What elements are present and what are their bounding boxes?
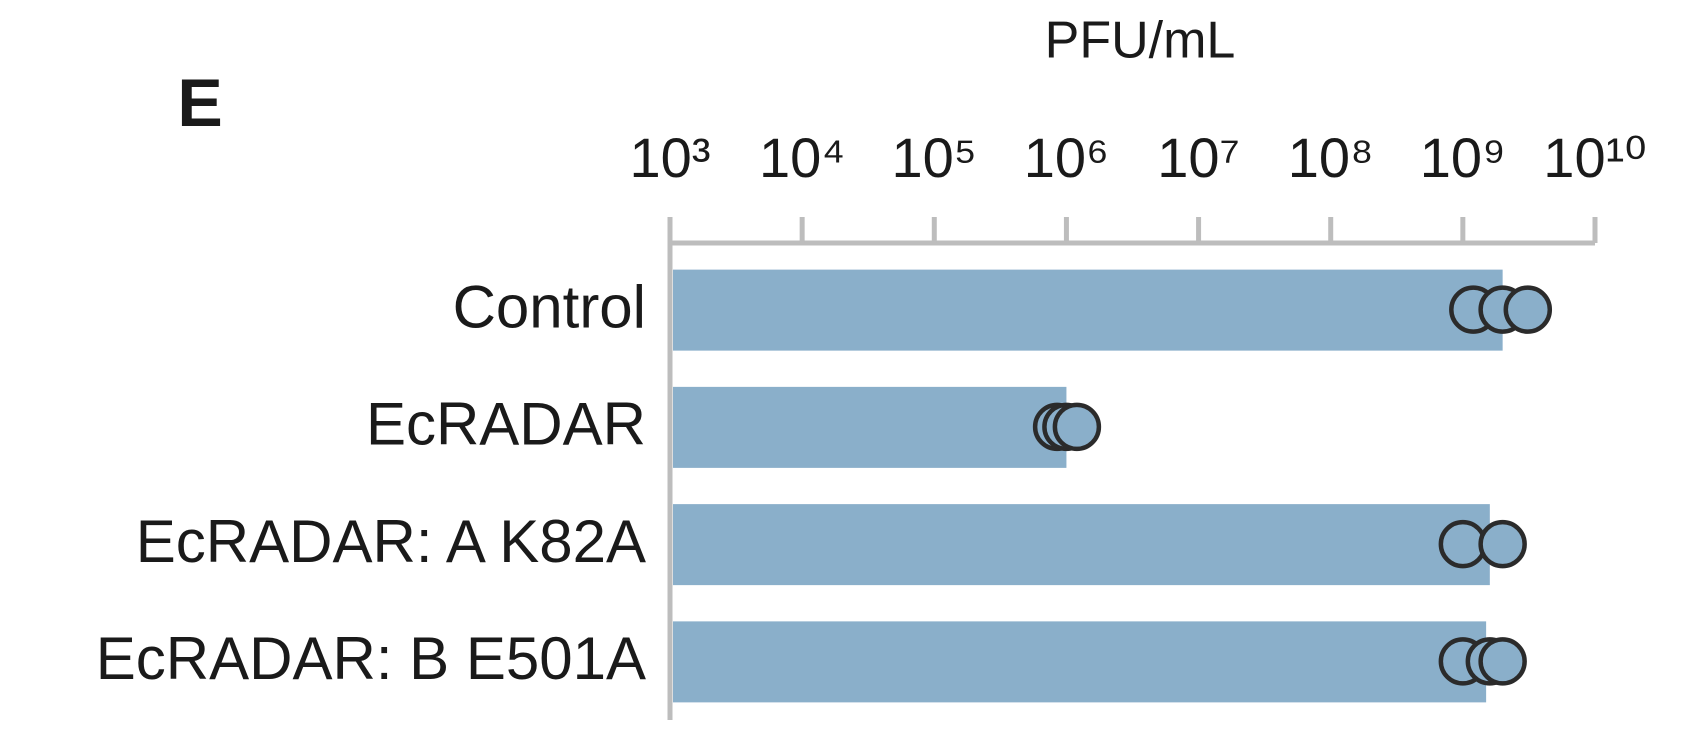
bar — [673, 269, 1503, 351]
x-tick-label: 10¹⁰ — [1543, 126, 1646, 189]
x-tick-label: 10⁷ — [1157, 126, 1240, 189]
x-tick-label: 10⁴ — [759, 126, 845, 189]
data-point — [1478, 637, 1527, 686]
panel-label: E — [177, 65, 222, 141]
x-tick-label: 10³ — [630, 126, 711, 189]
data-point — [1478, 519, 1527, 569]
x-tick-label: 10⁶ — [1024, 126, 1109, 189]
y-tick-label: Control — [453, 273, 646, 340]
bar — [673, 621, 1487, 703]
y-tick-label: EcRADAR: A K82A — [136, 508, 646, 575]
bar — [673, 504, 1490, 586]
data-point — [1052, 402, 1102, 452]
x-tick-label: 10⁵ — [892, 126, 978, 189]
data-point — [1438, 519, 1488, 569]
bar — [673, 386, 1067, 468]
x-tick-label: 10⁹ — [1420, 126, 1506, 189]
x-tick-label: 10⁸ — [1288, 126, 1374, 189]
y-tick-label: EcRADAR — [366, 391, 646, 458]
data-point — [1503, 285, 1553, 334]
y-tick-label: EcRADAR: B E501A — [96, 625, 646, 692]
axis-title: PFU/mL — [1045, 12, 1236, 70]
